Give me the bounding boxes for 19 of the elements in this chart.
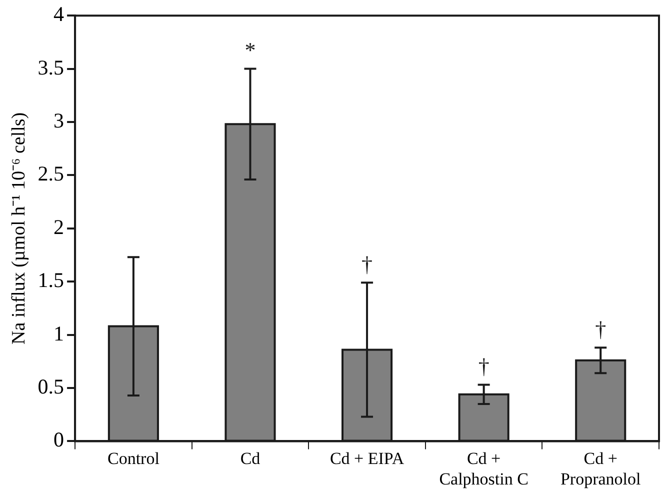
y-tick-label: 3 <box>54 108 64 133</box>
annotation: † <box>362 251 373 276</box>
y-tick-label: 2 <box>54 214 64 239</box>
x-tick-label: Cd <box>240 448 261 468</box>
y-tick-label: 3.5 <box>38 55 64 80</box>
x-tick-label: Cd + Propranolol <box>560 448 642 488</box>
annotation: † <box>595 316 606 342</box>
annotation: * <box>244 38 256 63</box>
x-tick-label: Control <box>107 448 160 468</box>
y-tick-label: 1 <box>54 321 64 346</box>
y-tick-label: 1.5 <box>38 268 64 292</box>
y-tick-label: 4 <box>54 2 65 26</box>
y-tick-label: 0 <box>54 428 64 452</box>
x-tick-label: Cd + Calphostin C <box>439 448 528 488</box>
y-tick-label: 0.5 <box>38 374 64 399</box>
annotation: † <box>478 354 490 379</box>
y-tick-label: 2.5 <box>38 162 64 186</box>
x-tick-label: Cd + EIPA <box>330 448 405 468</box>
y-axis-title: Na influx (µmol h⁻¹ 10⁻⁶ cells) <box>8 112 30 344</box>
